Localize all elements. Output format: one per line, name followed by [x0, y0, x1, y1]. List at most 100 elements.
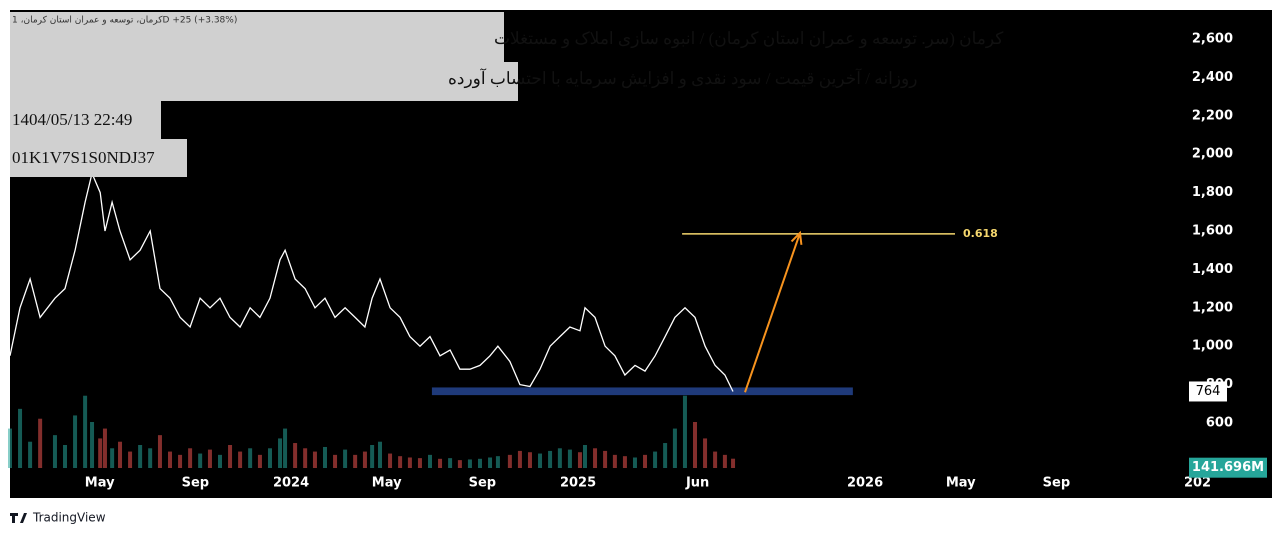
volume-bar	[148, 448, 153, 468]
volume-bar	[477, 458, 482, 468]
x-tick-label: Sep	[1043, 476, 1071, 491]
volume-bar	[362, 451, 367, 468]
footer-text: TradingView	[32, 511, 106, 525]
legend-line: کرمان، توسعه و عمران استان کرمان، 1D +25…	[12, 16, 237, 26]
volume-bar	[448, 458, 453, 468]
volume-bar	[110, 448, 115, 468]
volume-bar	[722, 454, 727, 468]
volume-bar	[118, 441, 123, 468]
volume-bar	[303, 448, 308, 468]
volume-bar	[267, 448, 272, 468]
last-price-label: 764	[1196, 384, 1221, 399]
volume-bar	[188, 448, 193, 468]
volume-bar	[548, 450, 553, 468]
volume-bar	[567, 449, 572, 468]
subtitle: روزانه / آخرین قیمت / سود نقدی و افزایش …	[448, 67, 917, 89]
volume-bar	[467, 459, 472, 468]
volume-bar	[653, 451, 658, 468]
volume-bar	[557, 448, 562, 468]
x-tick-label: May	[85, 476, 115, 491]
x-tick-label: Sep	[469, 476, 497, 491]
volume-bar	[83, 395, 88, 468]
volume-bar	[507, 454, 512, 468]
date: 1404/05/13 22:49	[12, 110, 132, 129]
volume-bar	[427, 454, 432, 468]
volume-bar	[353, 454, 358, 468]
volume-bar	[577, 452, 582, 468]
volume-bar	[228, 445, 233, 468]
volume-bar	[198, 453, 203, 468]
y-tick-label: 2,600	[1192, 31, 1233, 46]
arrow-head	[790, 230, 803, 245]
title-box	[10, 12, 504, 62]
id: 01K1V7S1S0NDJ37	[12, 148, 155, 167]
x-tick-label: May	[372, 476, 402, 491]
volume-bar	[343, 449, 348, 468]
volume-bar	[527, 452, 532, 468]
volume-bar	[248, 448, 253, 468]
y-tick-label: 2,400	[1192, 70, 1233, 85]
volume-bar	[603, 450, 608, 468]
x-tick-label: 202	[1184, 476, 1211, 491]
y-tick-label: 600	[1206, 415, 1233, 430]
volume-bar	[378, 441, 383, 468]
volume-bar	[98, 438, 103, 468]
volume-bar	[682, 395, 687, 468]
x-tick-label: Jun	[685, 476, 709, 491]
volume-bar	[488, 457, 493, 468]
volume-bar	[693, 422, 698, 468]
y-tick-label: 2,000	[1192, 147, 1233, 162]
volume-bar	[28, 441, 33, 468]
volume-bar	[612, 454, 617, 468]
volume-bar	[168, 451, 173, 468]
volume-bar	[663, 443, 668, 468]
volume-bar	[18, 408, 23, 468]
x-tick-label: 2025	[560, 476, 596, 491]
volume-bar	[8, 428, 12, 468]
y-tick-label: 1,400	[1192, 262, 1233, 277]
date-box	[10, 101, 161, 139]
volume-bar	[333, 454, 338, 468]
volume-bar	[257, 454, 262, 468]
volume-bar	[128, 451, 133, 468]
volume-bar	[407, 457, 412, 468]
y-tick-label: 2,200	[1192, 108, 1233, 123]
x-tick-label: 2024	[273, 476, 309, 491]
volume-bar	[538, 453, 543, 468]
plot-area: 0.618	[8, 38, 1199, 473]
volume-bar	[38, 418, 43, 468]
volume-bar	[457, 460, 462, 468]
x-tick-label: 2026	[847, 476, 883, 491]
last-price-bg	[1189, 381, 1227, 402]
volume-bar	[495, 456, 500, 468]
volume-bar	[73, 415, 78, 468]
volume-bar	[283, 428, 288, 468]
volume-bar	[731, 458, 736, 468]
volume-bar	[582, 445, 587, 468]
volume-bar	[672, 428, 677, 468]
volume-bar	[643, 454, 648, 468]
volume-bar	[217, 454, 222, 468]
x-tick-label: Sep	[182, 476, 210, 491]
volume-bar	[238, 451, 243, 468]
volume-bar	[622, 456, 627, 468]
volume-bar	[632, 457, 637, 468]
support-zone	[431, 387, 853, 396]
subtitle-box	[10, 62, 518, 101]
volume-bar	[417, 458, 422, 468]
volume-bar	[703, 438, 708, 468]
volume-bar	[398, 456, 403, 468]
volume-bar	[52, 435, 57, 468]
volume-bar	[102, 428, 107, 468]
target-arrow	[744, 232, 801, 393]
volume-label: 141.696M	[1192, 460, 1264, 475]
volume-bar	[438, 458, 443, 468]
volume-bar	[517, 450, 522, 468]
volume-bar	[388, 453, 393, 468]
title: کرمان (سر. توسعه و عمران استان کرمان) / …	[494, 29, 1004, 49]
volume-bar	[63, 445, 68, 468]
volume-bar	[593, 448, 598, 468]
volume-bar	[157, 435, 162, 468]
